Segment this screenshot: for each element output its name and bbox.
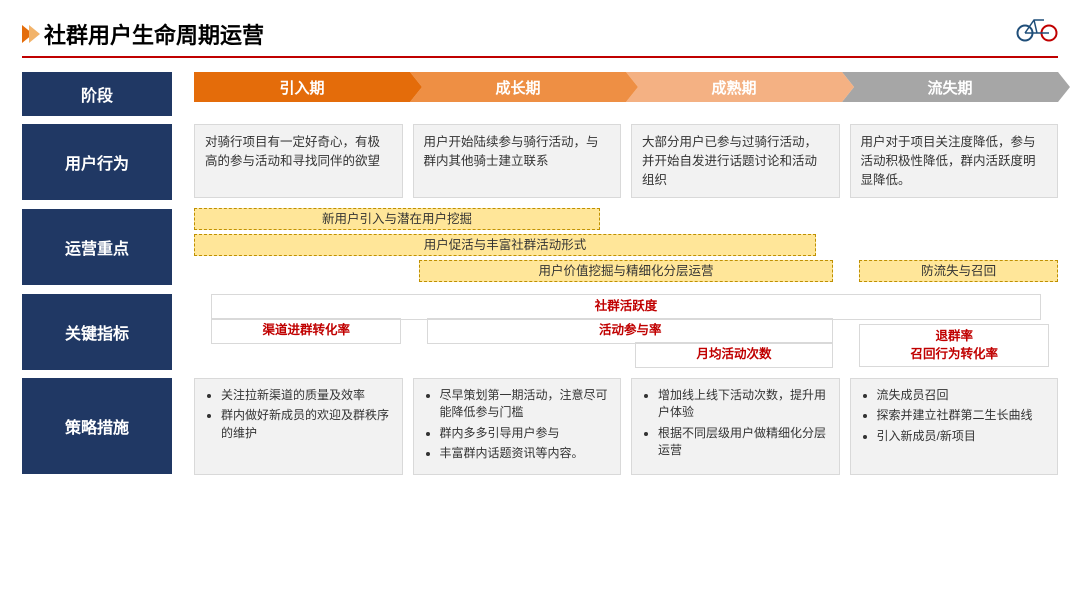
label-focus: 运营重点: [22, 209, 172, 285]
slide-title: 社群用户生命周期运营: [44, 18, 264, 50]
stage-arrow: 流失期: [842, 72, 1058, 102]
strategy-item: 群内做好新成员的欢迎及群秩序的维护: [221, 407, 398, 442]
strategy-cards: 关注拉新渠道的质量及效率群内做好新成员的欢迎及群秩序的维护尽早策划第一期活动，注…: [194, 378, 1058, 475]
lifecycle-grid: 阶段 引入期成长期成熟期流失期 用户行为 对骑行项目有一定好奇心，有极高的参与活…: [22, 72, 1058, 475]
behavior-cards: 对骑行项目有一定好奇心，有极高的参与活动和寻找同伴的欲望用户开始陆续参与骑行活动…: [194, 124, 1058, 198]
behavior-card: 大部分用户已参与过骑行活动，并开始自发进行话题讨论和活动组织: [631, 124, 840, 198]
header-divider: [22, 56, 1058, 58]
strategy-card: 增加线上线下活动次数，提升用户体验根据不同层级用户做精细化分层运营: [631, 378, 840, 475]
behavior-card: 用户对于项目关注度降低，参与活动积极性降低，群内活跃度明显降低。: [850, 124, 1059, 198]
strategy-card: 流失成员召回探索并建立社群第二生长曲线引入新成员/新项目: [850, 378, 1059, 475]
strategy-item: 引入新成员/新项目: [877, 428, 1054, 445]
label-stage: 阶段: [22, 72, 172, 116]
focus-bar: 用户促活与丰富社群活动形式: [194, 234, 816, 256]
strategy-item: 尽早策划第一期活动，注意尽可能降低参与门槛: [440, 387, 617, 422]
stage-arrows: 引入期成长期成熟期流失期: [194, 72, 1058, 102]
row-behavior: 用户行为 对骑行项目有一定好奇心，有极高的参与活动和寻找同伴的欲望用户开始陆续参…: [22, 124, 1058, 200]
metric-box: 退群率 召回行为转化率: [859, 324, 1049, 367]
strategy-item: 探索并建立社群第二生长曲线: [877, 407, 1054, 424]
focus-bar: 防流失与召回: [859, 260, 1058, 282]
strategy-item: 关注拉新渠道的质量及效率: [221, 387, 398, 404]
row-stage: 阶段 引入期成长期成熟期流失期: [22, 72, 1058, 116]
focus-bar: 用户价值挖掘与精细化分层运营: [419, 260, 834, 282]
metric-box: 活动参与率: [427, 318, 833, 344]
stage-arrow: 成长期: [410, 72, 626, 102]
row-focus: 运营重点 新用户引入与潜在用户挖掘用户促活与丰富社群活动形式用户价值挖掘与精细化…: [22, 208, 1058, 286]
behavior-card: 用户开始陆续参与骑行活动，与群内其他骑士建立联系: [413, 124, 622, 198]
strategy-item: 流失成员召回: [877, 387, 1054, 404]
bicycle-icon: [1016, 14, 1058, 49]
strategy-card: 关注拉新渠道的质量及效率群内做好新成员的欢迎及群秩序的维护: [194, 378, 403, 475]
stage-arrow: 成熟期: [626, 72, 842, 102]
strategy-item: 丰富群内话题资讯等内容。: [440, 445, 617, 462]
label-behavior: 用户行为: [22, 124, 172, 200]
behavior-card: 对骑行项目有一定好奇心，有极高的参与活动和寻找同伴的欲望: [194, 124, 403, 198]
strategy-item: 增加线上线下活动次数，提升用户体验: [658, 387, 835, 422]
title-chevrons: [22, 25, 36, 43]
slide-header: 社群用户生命周期运营: [22, 18, 1058, 50]
strategy-item: 群内多多引导用户参与: [440, 425, 617, 442]
label-strategy: 策略措施: [22, 378, 172, 474]
row-strategy: 策略措施 关注拉新渠道的质量及效率群内做好新成员的欢迎及群秩序的维护尽早策划第一…: [22, 378, 1058, 475]
chevron-icon: [29, 25, 40, 43]
strategy-card: 尽早策划第一期活动，注意尽可能降低参与门槛群内多多引导用户参与丰富群内话题资讯等…: [413, 378, 622, 475]
stage-arrow: 引入期: [194, 72, 410, 102]
focus-bar: 新用户引入与潜在用户挖掘: [194, 208, 600, 230]
metric-box: 渠道进群转化率: [211, 318, 401, 344]
metrics-boxes: 社群活跃度渠道进群转化率活动参与率月均活动次数退群率 召回行为转化率: [194, 294, 1058, 368]
strategy-item: 根据不同层级用户做精细化分层运营: [658, 425, 835, 460]
focus-bars: 新用户引入与潜在用户挖掘用户促活与丰富社群活动形式用户价值挖掘与精细化分层运营 防…: [194, 208, 1058, 286]
row-metrics: 关键指标 社群活跃度渠道进群转化率活动参与率月均活动次数退群率 召回行为转化率: [22, 294, 1058, 370]
metric-box: 月均活动次数: [635, 342, 834, 368]
label-metrics: 关键指标: [22, 294, 172, 370]
metric-box: 社群活跃度: [211, 294, 1040, 320]
